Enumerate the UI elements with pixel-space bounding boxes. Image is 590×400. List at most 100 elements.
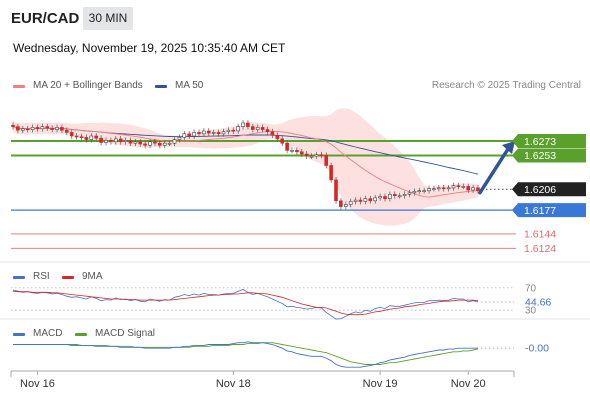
rsi-ma-legend-swatch: [62, 276, 74, 279]
bollinger-band: [13, 108, 478, 226]
candle-body: [348, 201, 353, 205]
candle-body: [167, 142, 172, 145]
candle-body: [128, 140, 133, 144]
candle-body: [407, 192, 412, 195]
candle-body: [79, 136, 84, 138]
candle-body: [392, 194, 397, 197]
candle-body: [123, 140, 128, 143]
candle-body: [60, 127, 64, 131]
ma50-legend-label: MA 50: [175, 80, 204, 91]
candle-body: [363, 198, 368, 202]
level-tag-1.6206: [512, 182, 586, 197]
level-label-1.6177: 1.6177: [524, 205, 556, 217]
candle-body: [285, 142, 289, 151]
rsi-line: [12, 289, 479, 320]
candle-body: [260, 127, 265, 130]
x-tick-label-nov-19: Nov 19: [363, 378, 398, 390]
candle-body: [466, 186, 471, 191]
macd-last-value: -0.00: [525, 343, 549, 355]
candle-body: [99, 137, 103, 143]
candle-body: [309, 155, 314, 158]
research-credit: Research © 2025 Trading Central: [431, 80, 581, 91]
candle-body: [133, 141, 138, 144]
level-tag-1.6177: [512, 203, 586, 218]
candle-body: [339, 200, 343, 207]
candle-body: [251, 126, 255, 130]
candle-body: [378, 196, 382, 199]
candle-body: [270, 131, 275, 136]
candle-body: [226, 129, 231, 132]
candle-body: [192, 132, 196, 137]
symbol-title: EUR/CAD: [11, 10, 80, 27]
candle-body: [319, 154, 324, 156]
candle-body: [314, 154, 319, 157]
candle-body: [427, 188, 431, 192]
candle-body: [50, 127, 54, 130]
candle-body: [358, 199, 363, 202]
ma20-legend-swatch: [13, 85, 25, 88]
candle-body: [143, 143, 147, 146]
candle-body: [397, 195, 402, 198]
candle-body: [172, 139, 177, 144]
level-label-1.6144: 1.6144: [524, 229, 556, 241]
candle-body: [456, 185, 461, 187]
candle-body: [197, 132, 201, 135]
candle-body: [432, 188, 436, 190]
candle-body: [104, 140, 108, 143]
ma20-line: [12, 126, 479, 198]
candle-body: [35, 127, 40, 130]
candle-body: [295, 150, 299, 153]
candle-body: [138, 141, 142, 145]
candle-body: [114, 138, 118, 143]
candle-body: [436, 187, 441, 190]
candle-body: [16, 126, 20, 131]
x-tick-label-nov-20: Nov 20: [451, 378, 486, 390]
x-tick-label-nov-18: Nov 18: [216, 378, 251, 390]
macd-legend-swatch: [13, 333, 25, 336]
macd-legend-label: MACD: [33, 328, 63, 339]
candle-body: [25, 128, 30, 131]
ma20-legend-label: MA 20 + Bollinger Bands: [33, 80, 143, 91]
rsi-legend-label: RSI: [33, 271, 50, 282]
interval-badge[interactable]: 30 MIN: [83, 7, 133, 30]
macd-signal-legend-swatch: [75, 333, 87, 336]
candle-body: [177, 137, 182, 140]
candle-body: [417, 190, 422, 192]
candle-body: [334, 179, 338, 202]
candle-body: [368, 198, 373, 202]
candle-body: [55, 127, 59, 130]
candle-body: [451, 185, 456, 189]
candle-body: [236, 126, 240, 132]
candle-body: [241, 122, 245, 127]
candle-body: [476, 187, 480, 192]
candle-body: [304, 153, 309, 157]
level-label-1.6253: 1.6253: [524, 150, 556, 162]
candle-body: [221, 131, 226, 135]
candle-body: [353, 199, 358, 202]
candle-body: [45, 126, 50, 129]
candle-body: [20, 128, 25, 131]
level-label-1.6206: 1.6206: [524, 184, 556, 196]
candle-body: [275, 135, 280, 140]
rsi-level-label-30: 30: [525, 306, 537, 317]
candle-body: [402, 194, 407, 197]
rsi-last-value: 44.66: [525, 296, 551, 308]
candle-body: [290, 150, 294, 152]
candle-body: [202, 130, 206, 135]
candle-body: [207, 130, 211, 134]
level-tag-1.6273: [512, 134, 586, 149]
candle-body: [471, 187, 475, 191]
candle-body: [412, 191, 417, 194]
candle-body: [11, 124, 15, 127]
target-arrow-shaft: [478, 147, 510, 195]
macd-signal-line: [13, 342, 479, 365]
candle-body: [153, 141, 157, 144]
rsi-ma-legend-label: 9MA: [82, 271, 103, 282]
candle-body: [109, 140, 113, 143]
rsi-ma-line: [12, 290, 479, 316]
candle-body: [246, 122, 250, 127]
candle-body: [329, 165, 333, 181]
candle-body: [187, 133, 191, 137]
